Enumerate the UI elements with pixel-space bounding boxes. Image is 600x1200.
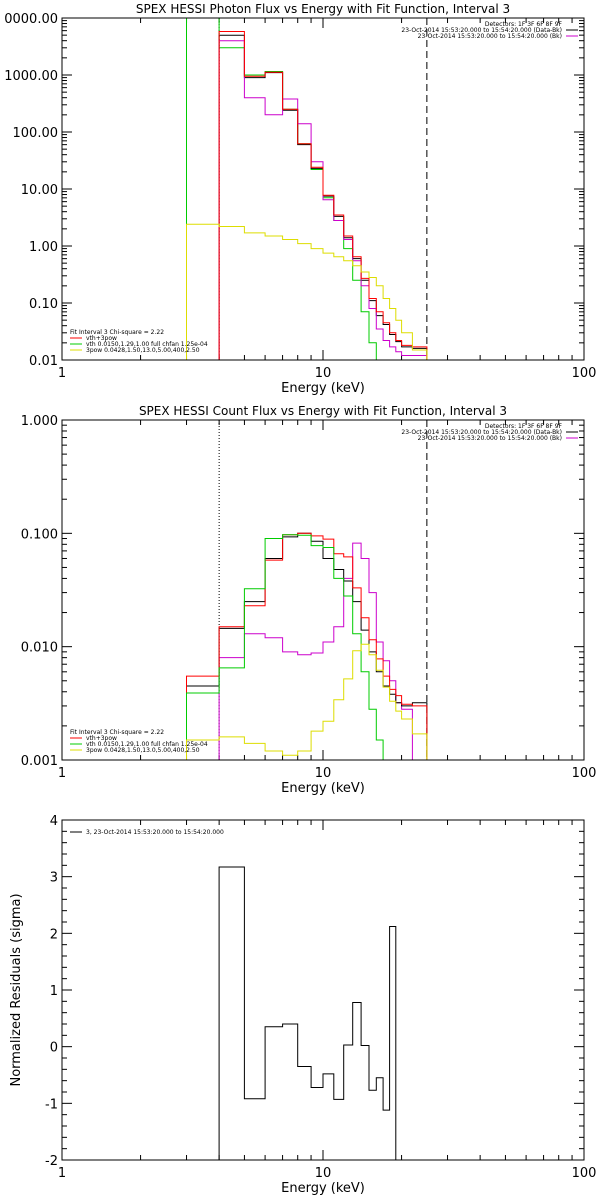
legend-top-text: Detectors: 1F 3F 6F 8F 9F (485, 21, 563, 28)
y-tick-label: 0.010 (21, 641, 58, 656)
series-line-5 (186, 643, 440, 760)
y-tick-label: 4 (50, 814, 58, 829)
y-axis-label: Normalized Residuals (sigma) (9, 893, 24, 1086)
legend-text: 3, 23-Oct-2014 15:53:20.000 to 15:54:20.… (86, 829, 224, 836)
y-tick-label: 2 (50, 927, 58, 942)
x-tick-label: 1 (58, 1166, 66, 1181)
legend-bottom-text: vth+3pow (86, 335, 117, 342)
y-tick-label: 1.000 (21, 414, 58, 429)
y-tick-label: 0.100 (21, 527, 58, 542)
y-tick-label: 0.001 (21, 754, 58, 769)
legend-bottom-text: Fit Interval 3 Chi-square = 2.22 (70, 729, 164, 736)
series-line-2 (186, 532, 428, 760)
x-tick-label: 10 (315, 766, 332, 781)
x-tick-label: 1 (58, 366, 66, 381)
legend-top-text: 23-Oct-2014 15:53:20.000 to 15:54:20.000… (418, 435, 562, 442)
y-tick-label: 0.01 (29, 354, 58, 369)
chart-panel-1: SPEX HESSI Photon Flux vs Energy with Fi… (4, 2, 596, 396)
y-tick-label: 0000.00 (4, 12, 58, 27)
x-axis-label: Energy (keV) (281, 381, 365, 396)
series-line-1 (218, 542, 413, 760)
x-tick-label: 10 (315, 366, 332, 381)
x-tick-label: 10 (315, 1166, 332, 1181)
x-tick-label: 1 (58, 766, 66, 781)
series-line-1 (218, 866, 397, 1160)
legend-top-text: 23-Oct-2014 15:53:20.000 to 15:54:20.000… (401, 429, 562, 436)
y-tick-label: 1000.00 (4, 69, 58, 84)
series-line-4 (218, 31, 428, 360)
chart-title: SPEX HESSI Photon Flux vs Energy with Fi… (136, 2, 510, 16)
legend-bottom-text: vth+3pow (86, 735, 117, 742)
legend-bottom-text: Fit Interval 3 Chi-square = 2.22 (70, 329, 164, 336)
y-tick-label: 0 (50, 1041, 58, 1056)
legend-top-text: 23-Oct-2014 15:53:20.000 to 15:54:20.000… (418, 33, 562, 40)
y-tick-label: 100.00 (13, 126, 59, 141)
legend-top-text: Detectors: 1F 3F 6F 8F 9F (485, 423, 563, 430)
legend-bottom-text: vth 0.0150,1.29,1.00 full chfan 1.25e-04 (86, 341, 208, 348)
y-tick-label: 1 (50, 984, 58, 999)
x-axis-label: Energy (keV) (281, 1181, 365, 1196)
series-line-3 (186, 532, 428, 760)
y-tick-label: -1 (45, 1097, 58, 1112)
plot-frame (61, 419, 585, 761)
series-line-5 (186, 223, 440, 360)
y-tick-label: 1.00 (29, 240, 58, 255)
x-tick-label: 100 (572, 766, 597, 781)
plot-frame (61, 819, 585, 1161)
legend-bottom-text: 3pow 0.0428,1.50,13.0,5.00,400,2.50 (86, 747, 200, 754)
chart-title: SPEX HESSI Count Flux vs Energy with Fit… (139, 404, 507, 418)
plot-frame (61, 17, 585, 361)
series-line-4 (186, 534, 390, 760)
y-tick-label: 10.00 (21, 183, 58, 198)
x-tick-label: 100 (572, 366, 597, 381)
legend-bottom-text: 3pow 0.0428,1.50,13.0,5.00,400,2.50 (86, 347, 200, 354)
y-tick-label: 3 (50, 871, 58, 886)
series-line-1 (186, 18, 384, 360)
y-tick-label: 0.10 (29, 297, 58, 312)
x-tick-label: 100 (572, 1166, 597, 1181)
legend-top-text: 23-Oct-2014 15:53:20.000 to 15:54:20.000… (401, 27, 562, 34)
x-axis-label: Energy (keV) (281, 781, 365, 796)
chart-panel-2: SPEX HESSI Count Flux vs Energy with Fit… (21, 404, 597, 796)
y-tick-label: -2 (45, 1154, 58, 1169)
legend-bottom-text: vth 0.0150,1.29,1.00 full chfan 1.25e-04 (86, 741, 208, 748)
